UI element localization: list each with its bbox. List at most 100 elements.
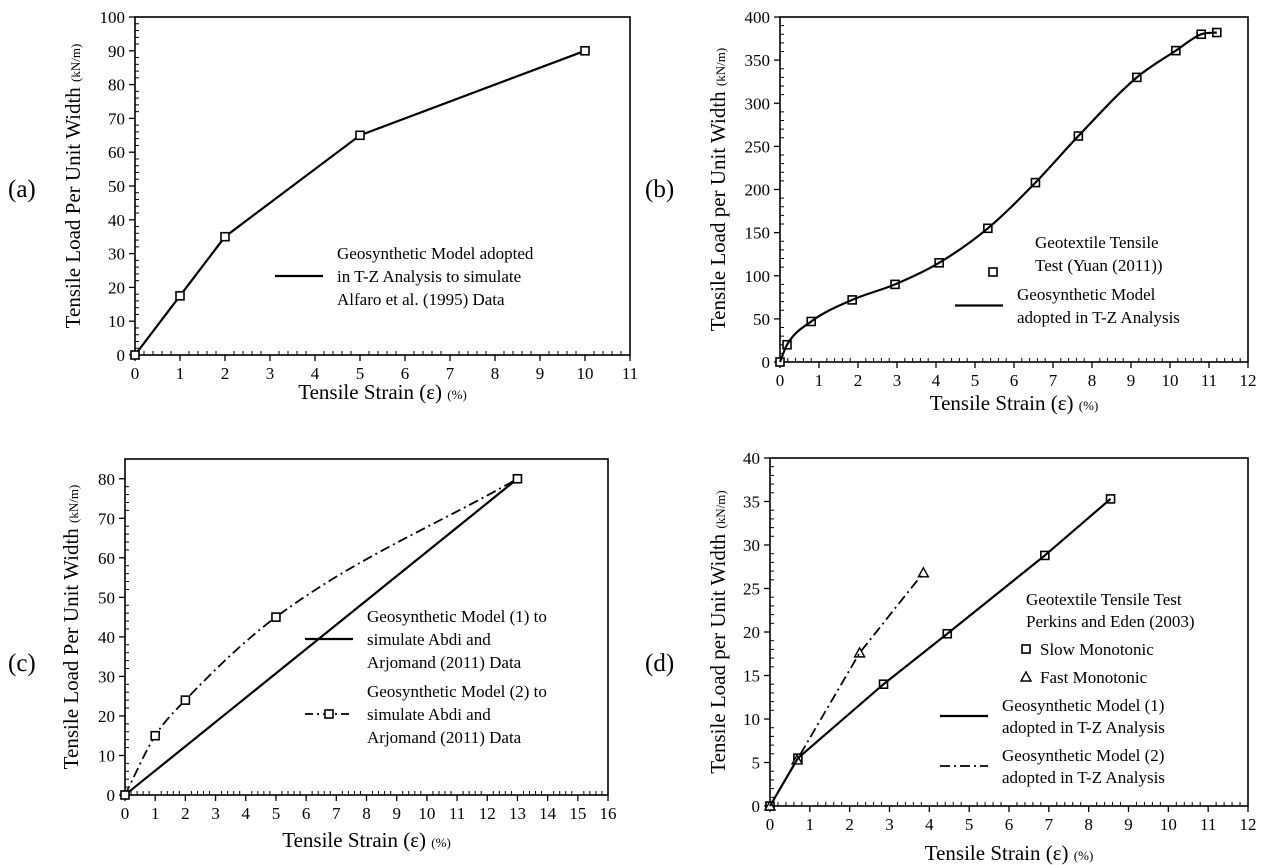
legend-text: Perkins and Eden (2003): [1026, 612, 1195, 631]
y-tick-label: 60: [108, 143, 125, 162]
x-tick-label: 7: [1049, 371, 1058, 390]
y-tick-label: 0: [762, 353, 771, 372]
x-tick-label: 6: [1005, 815, 1014, 834]
x-tick-label: 6: [1010, 371, 1019, 390]
x-tick-label: 8: [1084, 815, 1093, 834]
y-tick-label: 90: [108, 42, 125, 61]
y-axis-title-main: Tensile Load per Unit Width: [706, 529, 730, 774]
x-tick-label: 12: [479, 804, 496, 823]
data-point-square: [180, 695, 191, 705]
y-tick-label: 80: [108, 76, 125, 95]
data-point-triangle: [917, 566, 930, 578]
y-tick-label: 10: [98, 746, 115, 765]
data-point-square: [271, 612, 281, 622]
x-tick-label: 10: [418, 804, 435, 823]
x-tick-label: 2: [845, 815, 854, 834]
legend-text: Arjomand (2011) Data: [367, 653, 522, 672]
y-tick-label: 20: [743, 623, 760, 642]
data-point-square: [220, 231, 230, 242]
legend-text: Geosynthetic Model: [1017, 285, 1156, 304]
x-axis-title-unit: (%): [431, 835, 451, 850]
y-tick-label: 70: [98, 509, 115, 528]
y-tick-label: 150: [745, 224, 771, 243]
y-tick-label: 35: [743, 493, 760, 512]
data-point-square: [580, 45, 590, 56]
legend-text: Test (Yuan (2011)): [1035, 256, 1163, 275]
data-point-square: [175, 291, 185, 301]
x-tick-label: 5: [272, 804, 281, 823]
x-tick-label: 3: [893, 371, 902, 390]
x-tick-label: 8: [491, 364, 500, 383]
y-axis-title-main: Tensile Load per Unit Width: [706, 86, 730, 331]
y-tick-label: 70: [108, 109, 125, 128]
y-tick-label: 200: [745, 181, 771, 200]
x-axis-title-unit: (%): [447, 387, 467, 402]
y-axis-title-main: Tensile Load Per Unit Width: [61, 82, 85, 328]
data-point-square: [120, 790, 130, 800]
y-tick-label: 0: [107, 786, 116, 805]
x-tick-label: 3: [885, 815, 894, 834]
x-tick-label: 11: [1201, 371, 1217, 390]
x-tick-label: 5: [965, 815, 974, 834]
series-line-dashdot: [769, 572, 925, 807]
y-tick-label: 15: [743, 667, 760, 686]
legend-text: adopted in T-Z Analysis: [1002, 718, 1165, 737]
data-point-square: [355, 130, 365, 141]
data-point-square: [130, 350, 140, 360]
legend-marker-square: [988, 267, 998, 277]
x-tick-label: 15: [569, 804, 586, 823]
x-axis-title-main: Tensile Strain (ε): [930, 391, 1079, 415]
x-tick-label: 3: [266, 364, 275, 383]
panel-label: (b): [645, 176, 674, 203]
x-axis-title: Tensile Strain (ε) (%): [282, 828, 451, 852]
x-tick-label: 7: [446, 364, 455, 383]
y-tick-label: 0: [117, 346, 126, 365]
y-tick-label: 100: [745, 267, 771, 286]
legend-text: adopted in T-Z Analysis: [1017, 308, 1180, 327]
y-axis-title-unit: (kN/m): [68, 44, 83, 82]
chart-panel-1: 0 1 2 3 4 5 6 7 8 9 10 11 0 10 20 30 40 50 60 70 80 90 100 Tens…: [8, 8, 638, 404]
legend-text: Geosynthetic Model adopted: [337, 244, 534, 263]
x-tick-label: 2: [181, 804, 190, 823]
series-line-dashdot: [124, 477, 518, 796]
y-tick-label: 10: [108, 312, 125, 331]
x-axis-title-main: Tensile Strain (ε): [282, 828, 431, 852]
legend-text: Geosynthetic Model (1) to: [367, 607, 547, 626]
legend-text: simulate Abdi and: [367, 630, 491, 649]
x-tick-label: 10: [1162, 371, 1179, 390]
y-tick-label: 10: [743, 710, 760, 729]
legend-text: simulate Abdi and: [367, 705, 491, 724]
x-tick-label: 1: [815, 371, 824, 390]
x-axis-title: Tensile Strain (ε) (%): [298, 380, 467, 404]
x-tick-label: 7: [1045, 815, 1054, 834]
panel-label: (a): [8, 176, 36, 203]
y-tick-label: 25: [743, 580, 760, 599]
x-tick-label: 8: [1088, 371, 1097, 390]
y-tick-label: 60: [98, 549, 115, 568]
legend-text: in T-Z Analysis to simulate: [337, 267, 521, 286]
x-tick-label: 2: [854, 371, 863, 390]
x-axis-title: Tensile Strain (ε) (%): [925, 841, 1094, 865]
legend-text: Geosynthetic Model (1): [1002, 696, 1164, 715]
x-tick-label: 12: [1240, 815, 1257, 834]
x-tick-label: 11: [622, 364, 638, 383]
legend-text: Geotextile Tensile: [1035, 233, 1159, 252]
x-tick-label: 9: [536, 364, 545, 383]
y-tick-label: 40: [743, 449, 760, 468]
series-line: [134, 49, 586, 356]
x-tick-label: 5: [971, 371, 980, 390]
y-tick-label: 50: [98, 588, 115, 607]
y-axis-title-unit: (kN/m): [713, 48, 728, 86]
panel-label: (c): [8, 650, 36, 677]
x-tick-label: 4: [932, 371, 941, 390]
x-tick-label: 1: [806, 815, 815, 834]
y-tick-label: 0: [752, 797, 761, 816]
y-axis-title: Tensile Load per Unit Width (kN/m): [706, 48, 730, 331]
legend-marker-square: [1021, 644, 1031, 654]
legend-text: Fast Monotonic: [1040, 668, 1148, 687]
legend-text: Arjomand (2011) Data: [367, 728, 522, 747]
y-tick-label: 400: [745, 8, 771, 27]
x-axis-title-unit: (%): [1079, 398, 1099, 413]
y-tick-label: 250: [745, 137, 771, 156]
